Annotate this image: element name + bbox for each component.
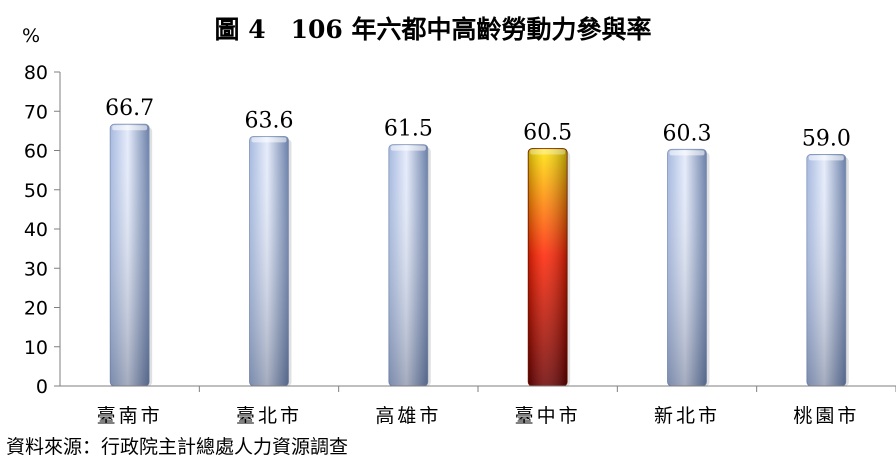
bar-6: 59.0	[802, 126, 851, 387]
x-tick-label: 臺北市	[236, 405, 302, 427]
value-label: 60.3	[663, 121, 712, 146]
x-tick-label: 高雄市	[375, 405, 441, 427]
bar-sheen	[249, 136, 289, 386]
value-label: 60.5	[523, 121, 572, 146]
bar-sheen	[667, 149, 707, 386]
x-tick-label: 臺南市	[97, 405, 163, 427]
value-label: 63.6	[245, 108, 294, 133]
value-label: 59.0	[802, 126, 851, 151]
bar-sheen	[110, 124, 150, 386]
y-tick-label: 50	[24, 180, 48, 202]
value-label: 61.5	[384, 117, 433, 142]
bar-1: 66.7	[105, 96, 154, 387]
y-tick-label: 30	[24, 258, 48, 280]
bars: 66.7 63.6 61.5 60.5 60.3 59.0	[105, 96, 851, 387]
x-tick-label: 臺中市	[515, 405, 581, 427]
y-tick-label: 60	[24, 141, 48, 163]
bar-3: 61.5	[384, 117, 433, 387]
bar-cap	[112, 125, 148, 131]
y-tick-label: 80	[24, 62, 48, 84]
bar-cap	[669, 150, 705, 156]
x-tick-label: 桃園市	[793, 405, 859, 427]
y-tick-label: 20	[24, 298, 48, 320]
bar-sheen	[388, 144, 428, 386]
bar-chart-svg: 圖 4 106 年六都中高齡勞動力參與率 % 0 10 20 30 40 50 60 70 80…	[22, 15, 896, 427]
bar-cap	[530, 149, 566, 155]
bar-cap	[390, 145, 426, 151]
bar-4: 60.5	[523, 121, 572, 387]
x-tick-label: 新北市	[654, 405, 720, 427]
y-tick-label: 40	[24, 219, 48, 241]
source-note: 資料來源：行政院主計總處人力資源調查	[6, 436, 349, 458]
bar-cap	[808, 155, 844, 161]
bar-5: 60.3	[663, 121, 712, 387]
y-tick-label: 10	[24, 337, 48, 359]
y-tick-label: 70	[24, 101, 48, 123]
bar-sheen	[806, 154, 846, 386]
bar-2: 63.6	[245, 108, 294, 387]
x-axis: 臺南市 臺北市 高雄市 臺中市 新北市 桃園市	[60, 385, 896, 427]
value-label: 66.7	[105, 96, 154, 121]
bar-sheen	[528, 148, 568, 386]
y-axis: 0 10 20 30 40 50 60 70 80	[24, 62, 61, 398]
bar-cap	[251, 137, 287, 143]
y-tick-label: 0	[36, 376, 48, 398]
chart-title: 圖 4 106 年六都中高齡勞動力參與率	[215, 15, 652, 44]
y-axis-unit: %	[22, 25, 40, 47]
